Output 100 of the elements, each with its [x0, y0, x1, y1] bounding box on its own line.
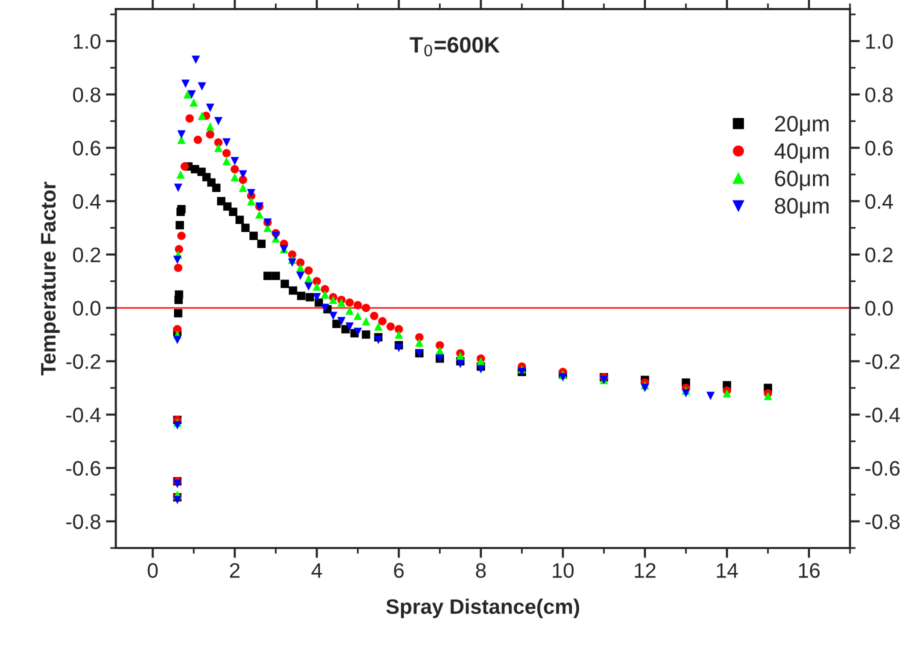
point	[332, 320, 341, 328]
point	[304, 282, 313, 291]
point	[198, 112, 206, 120]
point	[640, 384, 650, 392]
point	[249, 232, 258, 240]
point	[288, 286, 298, 295]
point	[456, 360, 465, 368]
point	[263, 272, 272, 280]
point	[362, 317, 370, 326]
point	[241, 224, 250, 232]
legend-label: 60μm	[775, 170, 829, 190]
point	[296, 258, 305, 267]
point	[174, 264, 182, 272]
y2-tick-label: -0.8	[865, 514, 900, 530]
x-tick-label: 14	[716, 563, 738, 578]
point	[320, 304, 330, 312]
point	[257, 240, 266, 248]
point	[362, 330, 370, 339]
point	[345, 306, 354, 315]
point	[297, 292, 306, 300]
y2-tick-label: 0.8	[865, 87, 893, 102]
x-tick-label: 16	[798, 563, 820, 578]
point	[558, 373, 568, 382]
point	[206, 104, 214, 112]
point	[296, 272, 305, 280]
x-tick-label: 8	[476, 563, 486, 578]
point	[370, 312, 378, 320]
legend-label: 20μm	[775, 116, 829, 136]
point	[185, 114, 194, 123]
y2-tick-label: 0.0	[865, 300, 893, 316]
y2-tick-label: -0.4	[865, 408, 900, 422]
point	[173, 421, 182, 430]
x-tick-label: 12	[634, 563, 656, 578]
y-tick-label: 0.0	[73, 300, 100, 316]
legend-label: 40μm	[774, 143, 829, 164]
point	[415, 338, 424, 347]
point	[362, 304, 370, 312]
point	[255, 210, 264, 219]
point	[394, 330, 403, 339]
y2-tick-label: 0.4	[865, 194, 893, 209]
point	[222, 156, 231, 166]
y2-tick-label: -0.2	[865, 354, 900, 369]
y2-tick-label: 1.0	[866, 34, 893, 49]
x-axis-title: Spray Distance(cm)	[386, 598, 580, 618]
point	[190, 98, 198, 107]
point	[374, 322, 382, 331]
point	[272, 272, 280, 280]
x-tick-label: 10	[552, 563, 574, 578]
point	[188, 90, 196, 99]
y-axis-title: Temperature Factor	[41, 182, 60, 376]
point	[177, 204, 186, 214]
y-tick-label: -0.8	[66, 514, 100, 530]
point	[174, 309, 182, 318]
y2-tick-label: 0.2	[865, 248, 892, 262]
point	[183, 90, 192, 99]
point	[194, 136, 202, 144]
point	[345, 322, 354, 331]
point	[378, 317, 387, 326]
point	[436, 346, 444, 355]
point	[312, 293, 321, 302]
point	[173, 256, 182, 264]
legend-label: 80μm	[774, 198, 829, 218]
point	[228, 208, 238, 216]
point	[354, 328, 362, 336]
x-tick-label: 6	[394, 563, 404, 578]
point	[230, 172, 239, 182]
point	[288, 250, 296, 259]
point	[214, 138, 223, 147]
point	[176, 170, 185, 179]
y-tick-label: -0.2	[66, 354, 100, 369]
point	[174, 290, 184, 299]
point	[192, 56, 200, 64]
y-tick-label: 0.4	[73, 194, 101, 209]
point	[272, 232, 280, 240]
point	[304, 274, 313, 283]
point	[222, 138, 231, 147]
y-tick-label: -0.6	[66, 460, 100, 476]
y2-tick-label: 0.6	[865, 140, 893, 156]
y-tick-label: 0.6	[73, 140, 100, 156]
point	[173, 480, 182, 488]
x-tick-label: 2	[230, 563, 240, 578]
point	[476, 365, 486, 374]
point	[206, 130, 214, 139]
point	[198, 82, 206, 91]
y-tick-label: -0.4	[66, 408, 101, 422]
point	[329, 296, 338, 304]
point	[354, 312, 362, 320]
point	[306, 293, 314, 302]
point	[312, 277, 321, 286]
point	[214, 116, 223, 126]
point	[764, 392, 772, 400]
point	[682, 389, 690, 398]
point	[174, 184, 182, 192]
point	[238, 176, 248, 184]
y2-tick-label: -0.6	[865, 460, 900, 476]
point	[706, 392, 715, 400]
x-tick-label: 0	[148, 563, 158, 578]
point	[176, 221, 184, 230]
point	[337, 317, 346, 326]
point	[177, 130, 186, 139]
